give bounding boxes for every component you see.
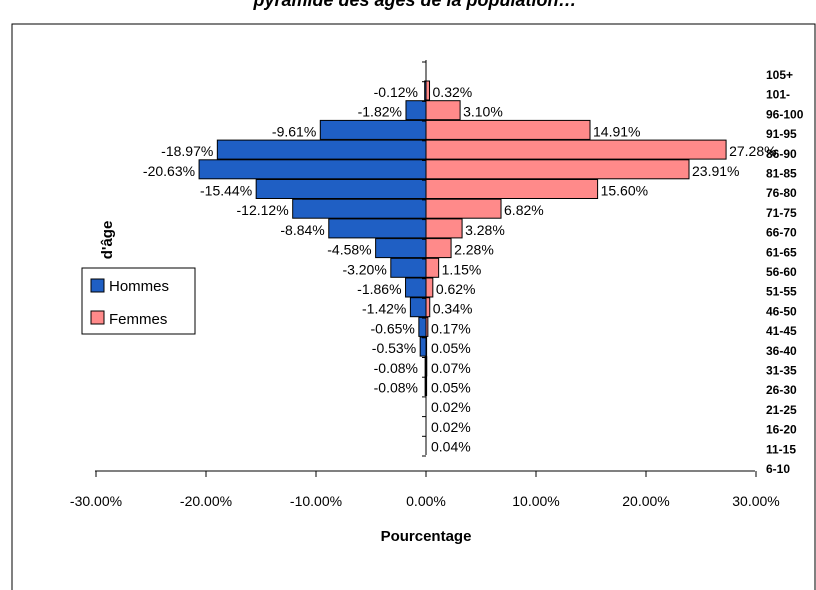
y-tick-label: 41-45	[766, 324, 797, 338]
y-tick-label: 6-10	[766, 462, 790, 476]
bar-femmes	[425, 179, 599, 199]
bar-hommes	[405, 277, 427, 298]
data-label-hommes: -1.82%	[358, 104, 402, 120]
y-tick-label: 31-35	[766, 364, 797, 378]
data-label-hommes: -0.08%	[374, 360, 418, 376]
data-label-hommes: -15.44%	[200, 183, 252, 199]
data-label-femmes: 23.91%	[692, 163, 739, 179]
data-label-femmes: 0.05%	[431, 340, 471, 356]
bar-femmes	[425, 119, 591, 140]
x-tick-label: -10.00%	[290, 493, 342, 509]
legend-swatch-hommes	[90, 278, 105, 293]
legend-swatch-femmes	[90, 310, 105, 325]
y-tick-label: 86-90	[766, 147, 797, 161]
data-label-hommes: -1.86%	[357, 281, 401, 297]
labels-layer: -0.12% -1.82% -9.61% -18.97% -20.63% -15.44% -…	[143, 84, 777, 455]
bar-hommes	[328, 218, 427, 239]
y-tick-label: 81-85	[766, 167, 797, 181]
legend-label-hommes: Hommes	[109, 278, 169, 295]
axes-layer: -30.00% -20.00% -10.00% 0.00% 10.00% 20.00% 30…	[70, 60, 804, 509]
y-tick-label: 71-75	[766, 206, 797, 220]
y-tick-label: 91-95	[766, 127, 797, 141]
data-label-femmes: 3.28%	[465, 222, 505, 238]
x-axis-title: Pourcentage	[381, 528, 472, 545]
x-tick-label: 20.00%	[622, 493, 669, 509]
data-label-femmes: 27.28%	[729, 143, 776, 159]
y-tick-label: 66-70	[766, 226, 797, 240]
x-tick-label: 10.00%	[512, 493, 559, 509]
data-label-femmes: 0.02%	[431, 399, 471, 415]
y-tick-label: 56-60	[766, 265, 797, 279]
bar-femmes	[425, 80, 431, 101]
data-label-femmes: 2.28%	[454, 242, 494, 258]
y-tick-label: 76-80	[766, 186, 797, 200]
x-tick-label: 0.00%	[406, 493, 446, 509]
data-label-femmes: 1.15%	[442, 261, 482, 277]
bar-femmes	[425, 277, 434, 298]
y-tick-label: 26-30	[766, 383, 797, 397]
bar-hommes	[375, 238, 427, 259]
data-label-femmes: 0.05%	[431, 380, 471, 396]
data-label-femmes: 6.82%	[504, 202, 544, 218]
bar-femmes	[425, 159, 690, 180]
data-label-femmes: 0.07%	[431, 360, 471, 376]
data-label-femmes: 0.34%	[433, 301, 473, 317]
data-label-hommes: -18.97%	[161, 143, 213, 159]
data-label-hommes: -0.53%	[372, 340, 416, 356]
bar-femmes	[425, 100, 461, 121]
data-label-hommes: -4.58%	[327, 242, 371, 258]
data-label-femmes: 0.04%	[431, 439, 471, 455]
y-tick-label: 21-25	[766, 403, 797, 417]
data-label-hommes: -20.63%	[143, 163, 195, 179]
bar-hommes	[418, 316, 427, 337]
data-label-hommes: -0.65%	[370, 320, 414, 336]
data-label-femmes: 0.17%	[431, 320, 471, 336]
data-label-hommes: -12.12%	[237, 202, 289, 218]
y-tick-label: 36-40	[766, 344, 797, 358]
bar-hommes	[419, 336, 427, 357]
data-label-femmes: 14.91%	[593, 123, 640, 139]
x-tick-label: 30.00%	[732, 493, 779, 509]
bar-hommes	[319, 119, 427, 140]
x-tick-label: -20.00%	[180, 493, 232, 509]
bar-hommes	[292, 198, 427, 219]
y-tick-label: 11-15	[766, 442, 796, 456]
data-label-femmes: 0.02%	[431, 419, 471, 435]
legend-label-femmes: Femmes	[109, 311, 167, 328]
x-tick-label: -30.00%	[70, 493, 122, 509]
data-label-femmes: 0.32%	[433, 84, 473, 100]
data-label-femmes: 0.62%	[436, 281, 476, 297]
y-tick-label: 105+	[766, 68, 793, 82]
data-label-hommes: -0.12%	[374, 84, 418, 100]
bar-femmes	[425, 139, 727, 160]
data-label-hommes: -9.61%	[272, 123, 316, 139]
legend: Hommes Femmes	[81, 267, 196, 335]
chart-title: pyramide des âges de la population…	[252, 0, 576, 10]
bar-hommes	[409, 297, 427, 318]
data-label-femmes: 15.60%	[601, 183, 648, 199]
bar-femmes	[425, 238, 452, 259]
y-tick-label: 96-100	[766, 107, 804, 121]
bar-hommes	[255, 179, 427, 199]
bar-hommes	[216, 139, 427, 160]
y-tick-label: 51-55	[766, 285, 797, 299]
y-axis-title: d'âge	[99, 221, 116, 260]
y-tick-label: 101-	[766, 88, 790, 102]
data-label-hommes: -3.20%	[342, 261, 386, 277]
data-label-femmes: 3.10%	[463, 104, 503, 120]
y-tick-label: 61-65	[766, 245, 797, 259]
data-label-hommes: -1.42%	[362, 301, 406, 317]
y-tick-label: 46-50	[766, 304, 797, 318]
bar-femmes	[425, 218, 463, 239]
bar-hommes	[390, 257, 427, 278]
bar-femmes	[425, 198, 502, 219]
bar-hommes	[405, 100, 427, 121]
bar-hommes	[198, 159, 427, 180]
bar-femmes	[425, 297, 431, 318]
y-tick-label: 16-20	[766, 423, 797, 437]
data-label-hommes: -0.08%	[374, 380, 418, 396]
data-label-hommes: -8.84%	[280, 222, 324, 238]
bar-femmes	[425, 257, 440, 278]
